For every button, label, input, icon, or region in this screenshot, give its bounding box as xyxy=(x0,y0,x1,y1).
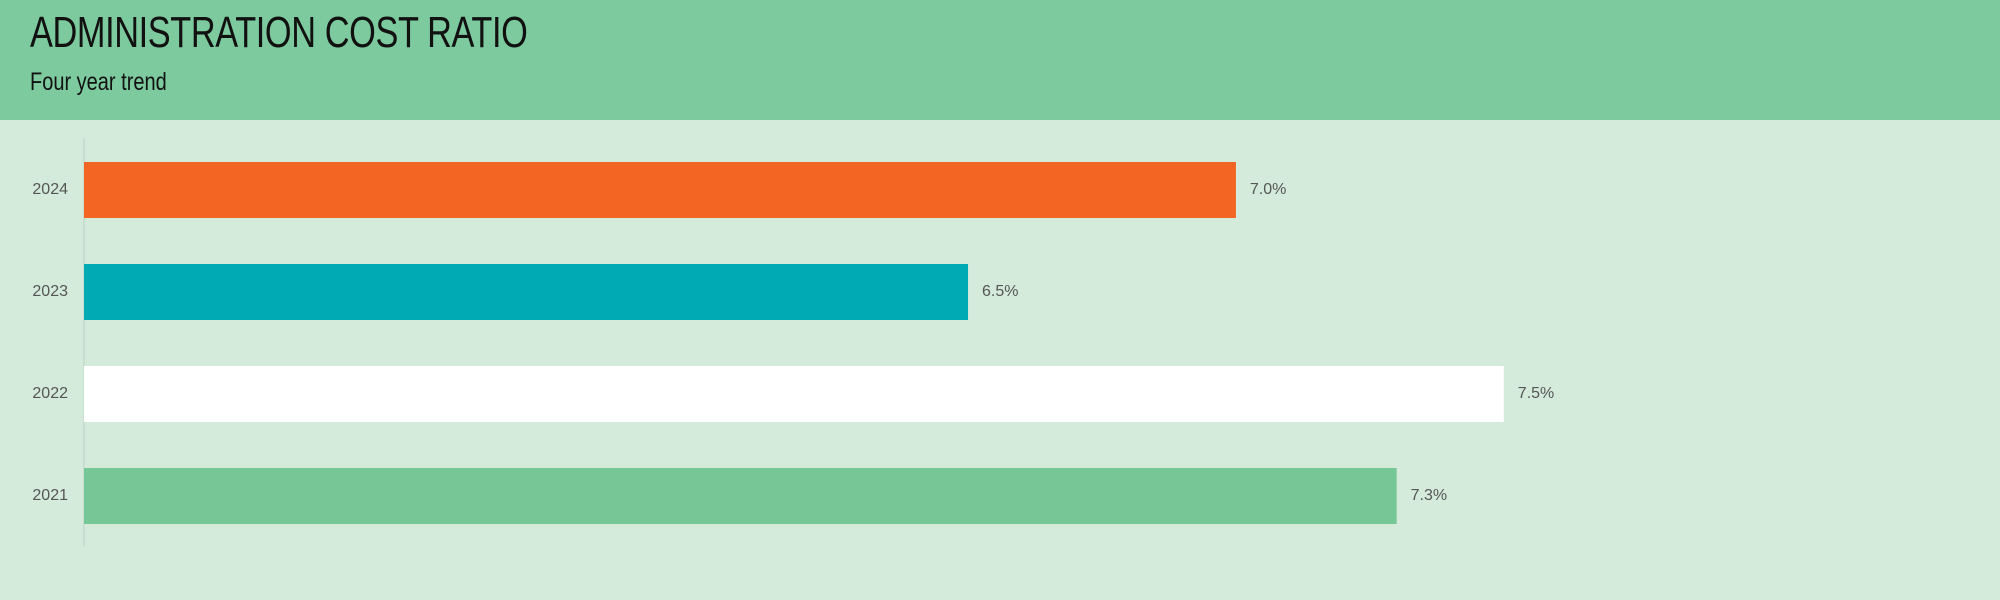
bar xyxy=(84,162,1236,218)
bar xyxy=(84,366,1504,422)
value-label: 7.5% xyxy=(1518,385,1554,402)
chart-subtitle: Four year trend xyxy=(30,68,167,96)
bar xyxy=(84,264,969,320)
value-label: 7.3% xyxy=(1411,487,1447,504)
header: ADMINISTRATION COST RATIO Four year tren… xyxy=(0,0,2000,120)
chart: 2024 7.0% 2023 6.5% 2022 7.5% 2021 7.3% xyxy=(32,138,1554,546)
y-tick-label: 2023 xyxy=(32,283,68,300)
y-tick-label: 2022 xyxy=(32,385,68,402)
y-tick-label: 2021 xyxy=(32,487,68,504)
chart-title: ADMINISTRATION COST RATIO xyxy=(30,8,528,57)
value-label: 6.5% xyxy=(982,283,1018,300)
value-label: 7.0% xyxy=(1250,181,1286,198)
bar xyxy=(84,468,1397,524)
y-tick-label: 2024 xyxy=(32,181,68,198)
